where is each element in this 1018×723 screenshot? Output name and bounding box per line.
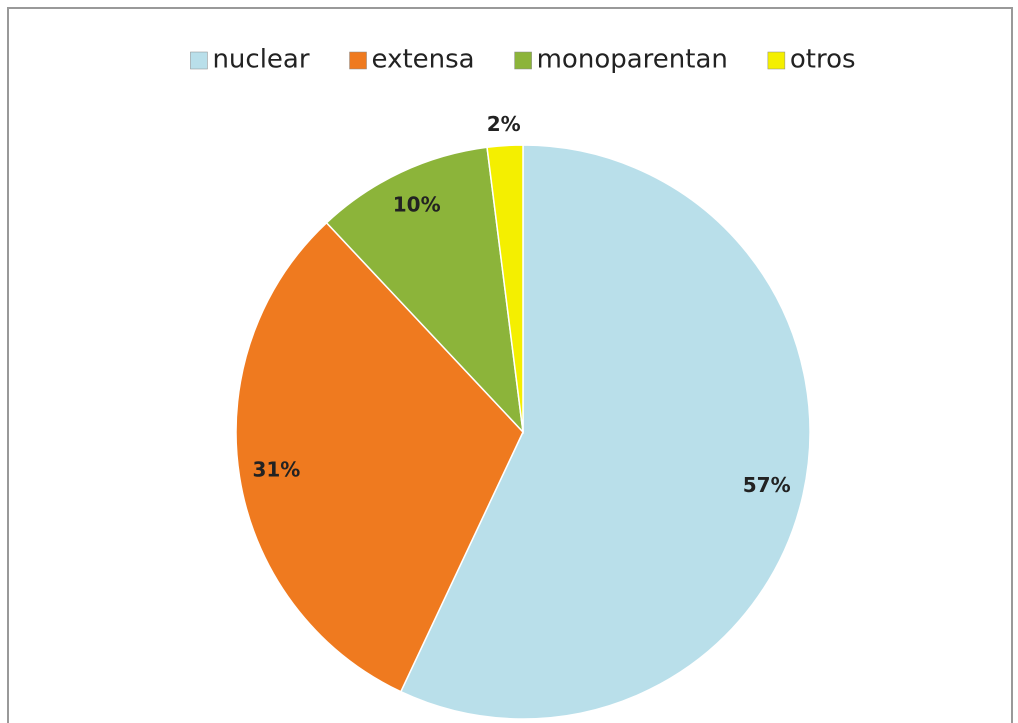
legend-item: nuclear: [190, 45, 310, 75]
data-label: 2%: [487, 112, 521, 136]
legend-label: nuclear: [212, 45, 309, 75]
pie-slice: [325, 146, 525, 435]
legend-label: monoparentan: [537, 45, 728, 75]
pie-slice: [399, 144, 811, 720]
legend-item: monoparentan: [514, 45, 728, 75]
legend-label: extensa: [372, 45, 475, 75]
data-label: 57%: [743, 473, 791, 497]
legend-swatch: [514, 51, 532, 70]
legend-item: otros: [767, 45, 856, 75]
data-label: 31%: [252, 458, 300, 482]
legend-swatch: [349, 51, 367, 70]
legend-item: extensa: [349, 45, 475, 75]
legend-swatch: [190, 51, 208, 70]
legend-label: otros: [790, 45, 856, 75]
pie-slice: [235, 221, 524, 693]
legend-swatch: [767, 51, 786, 70]
data-label: 10%: [393, 193, 441, 217]
pie-slice: [486, 144, 524, 433]
